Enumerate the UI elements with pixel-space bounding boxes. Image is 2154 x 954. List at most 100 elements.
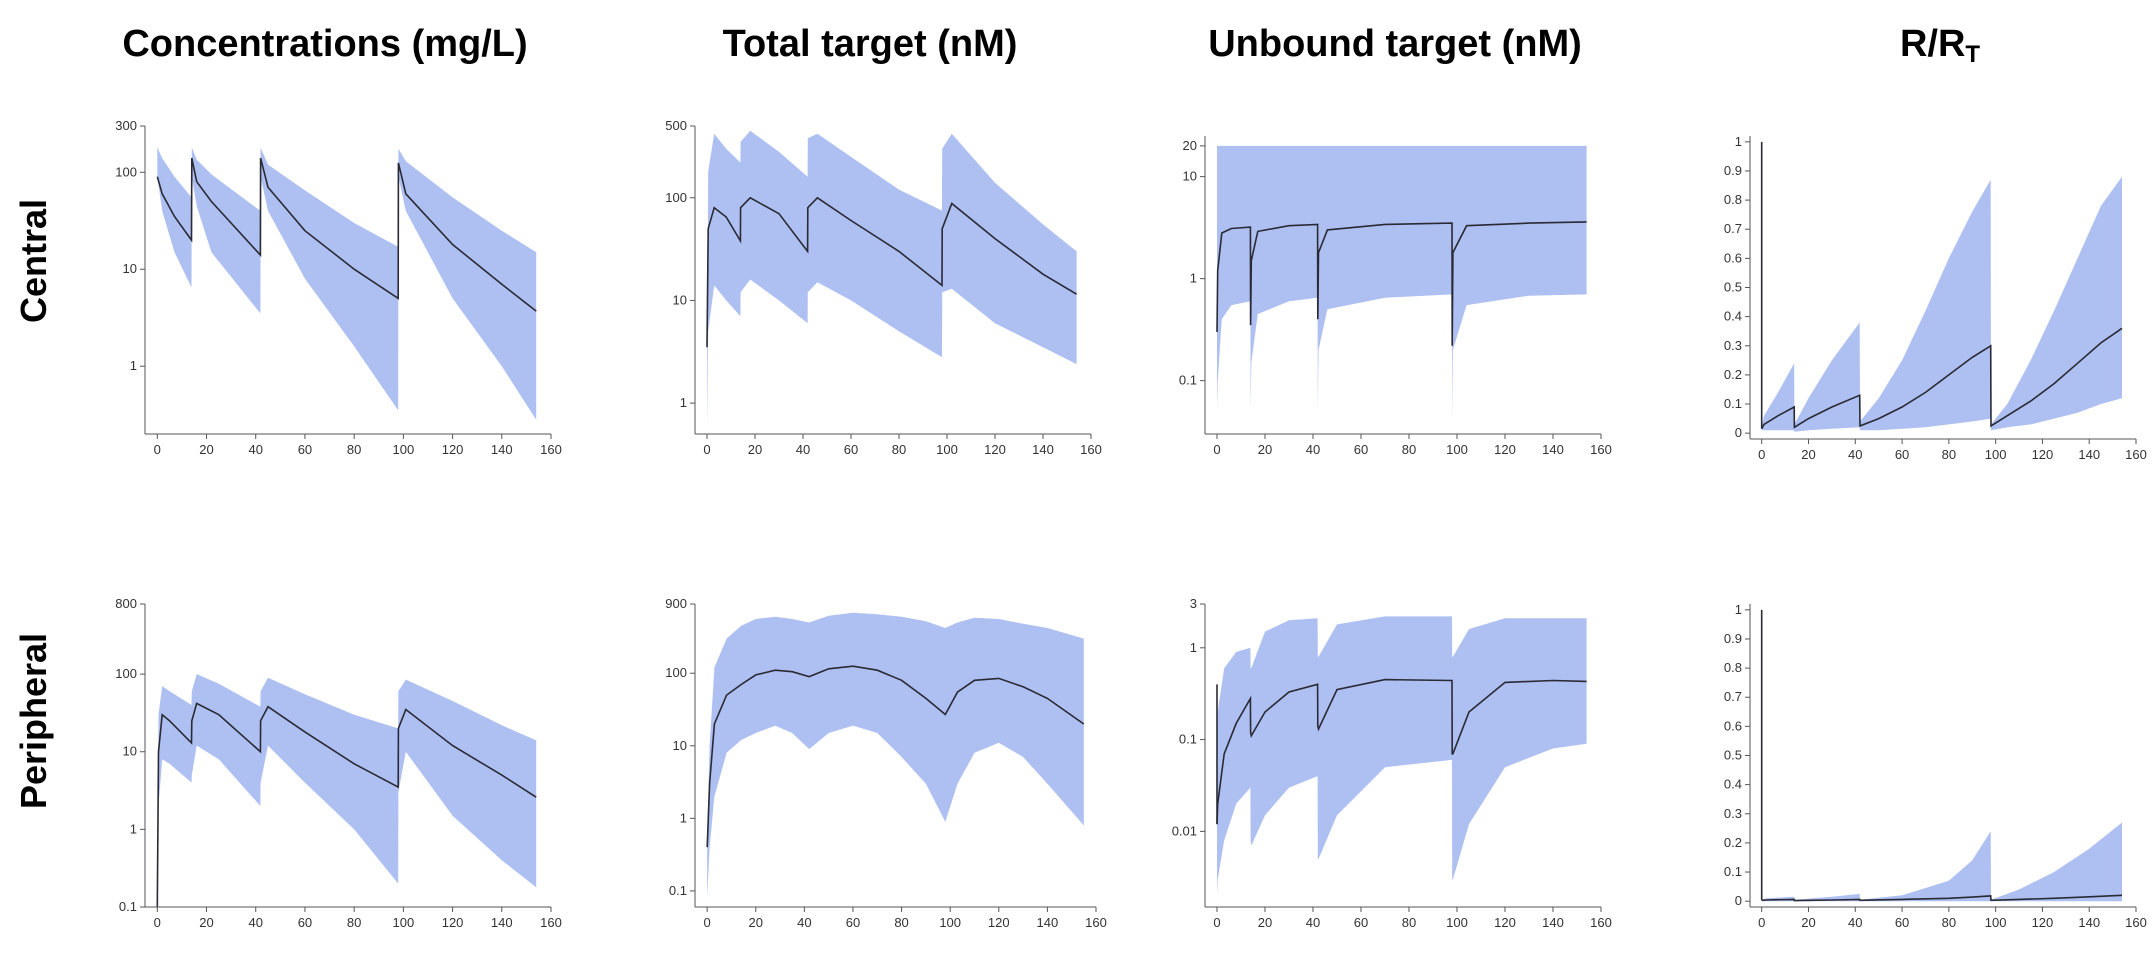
column-title-subscript: T [1965,41,1981,68]
x-tick-label: 80 [1942,447,1956,462]
x-tick-label: 120 [1494,915,1516,930]
y-tick-label: 0.2 [1724,835,1742,850]
y-tick-label: 300 [115,118,137,133]
x-tick-label: 100 [393,915,415,930]
panel-central-unbound-target: 0 20 40 60 80 100 120 140 160 0.1 1 10 20 [1155,128,1615,468]
x-tick-label: 60 [846,915,860,930]
row-label-central: Central [13,198,54,324]
y-tick-label: 0.4 [1724,777,1742,792]
x-tick-label: 40 [797,915,811,930]
x-tick-label: 40 [1848,447,1862,462]
x-tick-label: 80 [347,915,361,930]
x-tick-label: 140 [491,442,513,457]
panel-central-concentrations: 0 20 40 60 80 100 120 140 160 1 10 100 300 [95,118,565,468]
panel-peripheral-unbound-target: 0 20 40 60 80 100 120 140 160 0.01 0.1 1 3 [1155,596,1615,941]
x-tick-label: 100 [1446,915,1468,930]
y-tick-label: 0 [1735,425,1742,440]
x-tick-label: 20 [199,442,213,457]
y-tick-label: 0.1 [669,883,687,898]
x-tick-label: 80 [1942,915,1956,930]
prediction-interval-band [1761,822,2122,902]
x-tick-label: 160 [1080,442,1102,457]
x-tick-label: 160 [540,442,562,457]
y-tick-label: 0.1 [1724,396,1742,411]
y-tick-label: 1 [1190,271,1197,286]
x-tick-label: 160 [1590,915,1612,930]
x-tick-label: 40 [1306,915,1320,930]
x-tick-label: 100 [393,442,415,457]
x-tick-label: 0 [704,915,711,930]
prediction-interval-band [707,130,1077,426]
x-tick-label: 80 [892,442,906,457]
y-tick-label: 1 [1735,134,1742,149]
x-tick-label: 0 [154,915,161,930]
y-tick-label: 10 [123,744,137,759]
prediction-interval-band [1761,176,2122,432]
x-tick-label: 0 [1213,915,1220,930]
y-tick-label: 100 [665,665,687,680]
x-tick-label: 140 [2078,915,2100,930]
y-tick-label: 0.1 [1724,864,1742,879]
row-label-peripheral: Peripheral [13,632,54,810]
panel-peripheral-concentrations: 0 20 40 60 80 100 120 140 160 0.1 1 10 100 800 [95,596,565,941]
x-tick-label: 140 [1542,915,1564,930]
panel-peripheral-total-target: 0 20 40 60 80 100 120 140 160 0.1 1 10 100 900 [645,596,1110,941]
median-line [156,157,537,312]
x-tick-label: 140 [1037,915,1059,930]
x-tick-label: 120 [988,915,1010,930]
y-tick-label: 0.4 [1724,309,1742,324]
median-line [1216,221,1587,346]
y-tick-label: 0.5 [1724,280,1742,295]
prediction-interval-band [157,674,537,907]
x-tick-label: 60 [298,915,312,930]
x-tick-label: 40 [1848,915,1862,930]
y-tick-label: 0.6 [1724,718,1742,733]
y-tick-label: 0.3 [1724,806,1742,821]
x-tick-label: 120 [442,915,464,930]
column-title-r-rt: R/RT [1899,23,1981,68]
x-tick-label: 60 [1895,447,1909,462]
panel-central-r-rt: 0 20 40 60 80 100 120 140 160 0 0.1 0.2 0.3 0.4 0.5 0.6… [1700,128,2150,473]
y-tick-label: 500 [665,118,687,133]
x-tick-label: 100 [939,915,961,930]
median-line [156,702,537,908]
y-tick-label: 20 [1183,138,1197,153]
column-title-unbound-target: Unbound target (nM) [1208,23,1582,65]
x-tick-label: 80 [894,915,908,930]
x-tick-label: 0 [1758,915,1765,930]
panel-central-total-target: 0 20 40 60 80 100 120 140 160 1 10 100 500 [645,118,1105,468]
x-tick-label: 0 [1213,442,1220,457]
prediction-interval-band [1217,145,1587,422]
x-tick-label: 100 [1985,915,2007,930]
y-tick-label: 0.3 [1724,338,1742,353]
x-tick-label: 60 [298,442,312,457]
y-tick-label: 0.1 [1179,373,1197,388]
x-tick-label: 80 [1402,442,1416,457]
x-tick-label: 120 [2032,447,2054,462]
y-tick-label: 0.5 [1724,748,1742,763]
x-tick-label: 20 [749,915,763,930]
median-line [1761,894,2123,902]
y-tick-label: 0.9 [1724,163,1742,178]
x-tick-label: 140 [1032,442,1054,457]
x-tick-label: 20 [1801,447,1815,462]
x-tick-label: 120 [984,442,1006,457]
x-tick-label: 60 [1895,915,1909,930]
x-tick-label: 160 [2125,915,2147,930]
x-tick-label: 20 [748,442,762,457]
x-tick-label: 0 [154,442,161,457]
x-tick-label: 20 [1258,915,1272,930]
x-tick-label: 160 [1085,915,1107,930]
x-tick-label: 140 [2078,447,2100,462]
y-tick-label: 0.1 [1179,732,1197,747]
y-tick-label: 0.7 [1724,689,1742,704]
x-tick-label: 0 [703,442,710,457]
prediction-interval-band [157,147,537,420]
x-tick-label: 40 [796,442,810,457]
y-tick-label: 1 [130,358,137,373]
x-tick-label: 120 [1494,442,1516,457]
prediction-interval-band [707,612,1084,898]
y-tick-label: 0.6 [1724,250,1742,265]
x-tick-label: 20 [199,915,213,930]
y-tick-label: 3 [1190,596,1197,611]
